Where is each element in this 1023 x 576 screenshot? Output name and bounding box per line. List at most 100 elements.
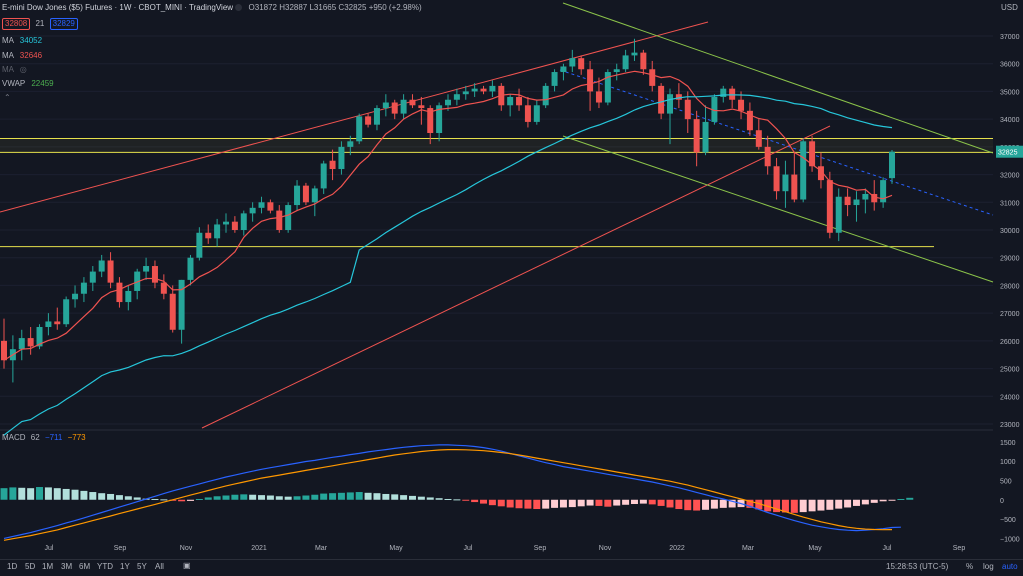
- macd-histogram-bar: [719, 499, 727, 508]
- date-range-icon[interactable]: ▣: [183, 561, 191, 570]
- candle-body: [631, 52, 638, 56]
- time-tick-label: Sep: [534, 545, 547, 552]
- macd-params: 62: [30, 433, 40, 442]
- timeframe-1m[interactable]: 1M: [42, 562, 54, 571]
- price-tick-label: 32000: [1000, 173, 1020, 180]
- macd-histogram-bar: [728, 499, 736, 508]
- candle-body: [533, 105, 540, 122]
- macd-histogram-bar: [36, 487, 44, 500]
- candle-body: [693, 119, 700, 153]
- timeframe-5d[interactable]: 5D: [25, 562, 36, 571]
- macd-histogram-bar: [559, 499, 567, 508]
- timeframe-all[interactable]: All: [155, 562, 164, 571]
- macd-histogram-bar: [577, 499, 585, 507]
- downtrend-upper-line: [562, 2, 994, 154]
- eye-hidden-icon[interactable]: ◎: [19, 65, 27, 74]
- midline-dashed: [559, 69, 994, 216]
- candle-body: [391, 102, 398, 114]
- price-tick-label: 23000: [1000, 422, 1020, 429]
- indicator-ma-hidden[interactable]: MA ◎: [2, 64, 27, 76]
- chart-canvas[interactable]: 3700036000350003400033000320003100030000…: [0, 0, 1023, 560]
- timeframe-ytd[interactable]: YTD: [97, 562, 113, 571]
- macd-histogram-bar: [258, 495, 266, 500]
- candle-body: [702, 121, 709, 153]
- macd-histogram-bar: [124, 496, 132, 500]
- candle-body: [764, 146, 771, 167]
- macd-histogram-bar: [9, 487, 17, 500]
- candle-body: [551, 72, 558, 86]
- indicator-ma-fast[interactable]: MA 32646: [2, 50, 42, 62]
- macd-histogram-bar: [586, 499, 594, 506]
- macd-histogram-bar: [764, 499, 772, 512]
- candle-body: [249, 207, 256, 214]
- candle-body: [187, 257, 194, 280]
- macd-histogram-bar: [293, 496, 301, 500]
- ohlc-high: H32887: [279, 3, 308, 12]
- percent-toggle[interactable]: %: [966, 562, 974, 571]
- macd-histogram-bar: [906, 497, 914, 500]
- macd-histogram-bar: [648, 499, 656, 505]
- auto-toggle[interactable]: auto: [1002, 562, 1018, 571]
- candle-body: [373, 108, 380, 125]
- candle-body: [507, 96, 514, 106]
- candle-body: [809, 141, 816, 167]
- timeframe-6m[interactable]: 6M: [79, 562, 91, 571]
- macd-histogram-bar: [44, 487, 52, 500]
- macd-histogram-bar: [684, 499, 692, 511]
- macd-histogram-bar: [62, 488, 70, 500]
- indicator-vwap[interactable]: VWAP 22459: [2, 78, 54, 90]
- candle-body: [338, 146, 345, 170]
- macd-histogram-bar: [417, 496, 425, 500]
- macd-histogram-bar: [471, 499, 479, 503]
- macd-histogram-bar: [675, 499, 683, 510]
- macd-histogram-bar: [755, 499, 763, 510]
- macd-tick-label: 1500: [1000, 440, 1016, 447]
- macd-histogram-bar: [346, 492, 354, 500]
- macd-histogram-bar: [542, 499, 550, 509]
- candle-body: [125, 290, 132, 303]
- candle-body: [400, 99, 407, 114]
- timeframe-1d[interactable]: 1D: [7, 562, 18, 571]
- time-tick-label: Sep: [953, 545, 966, 552]
- indicator-value: 32646: [19, 51, 43, 60]
- candle-body: [436, 105, 443, 133]
- currency-label[interactable]: USD: [1001, 3, 1018, 12]
- candle-body: [755, 130, 762, 147]
- bid-button[interactable]: 32808: [2, 18, 31, 30]
- clock[interactable]: 15:28:53 (UTC-5): [886, 562, 949, 571]
- candle-body: [862, 193, 869, 200]
- candle-body: [675, 94, 682, 100]
- symbol-name[interactable]: E-mini Dow Jones ($5) Futures: [2, 3, 113, 12]
- price-tick-label: 34000: [1000, 117, 1020, 124]
- macd-histogram-bar: [897, 498, 905, 500]
- macd-histogram-bar: [497, 499, 505, 507]
- candle-body: [453, 94, 460, 100]
- timeframe-5y[interactable]: 5Y: [137, 562, 147, 571]
- macd-histogram-bar: [80, 490, 88, 500]
- macd-histogram-bar: [835, 499, 843, 509]
- indicator-ma-slow[interactable]: MA 34052: [2, 35, 42, 47]
- candle-body: [160, 282, 167, 294]
- candle-body: [267, 202, 274, 211]
- candle-body: [791, 174, 798, 200]
- macd-legend[interactable]: MACD 62 −711 −773: [2, 432, 86, 444]
- candle-body: [36, 327, 43, 347]
- log-toggle[interactable]: log: [983, 562, 994, 571]
- price-tick-label: 27000: [1000, 311, 1020, 318]
- ask-button[interactable]: 32829: [49, 18, 78, 30]
- macd-histogram-bar: [533, 499, 541, 510]
- indicator-label: MA: [2, 51, 14, 60]
- time-tick-label: Sep: [114, 545, 127, 552]
- indicator-label: VWAP: [2, 79, 26, 88]
- candle-body: [569, 58, 576, 67]
- macd-histogram-bar: [213, 496, 221, 500]
- interval-label[interactable]: 1W: [119, 3, 132, 12]
- macd-histogram-bar: [284, 496, 292, 500]
- candle-body: [746, 110, 753, 131]
- macd-tick-label: −1000: [1000, 536, 1020, 543]
- macd-tick-label: −500: [1000, 517, 1016, 524]
- channel-upper-line: [0, 21, 709, 213]
- timeframe-1y[interactable]: 1Y: [120, 562, 130, 571]
- collapse-legend-icon[interactable]: ⌃: [4, 93, 11, 102]
- timeframe-3m[interactable]: 3M: [61, 562, 73, 571]
